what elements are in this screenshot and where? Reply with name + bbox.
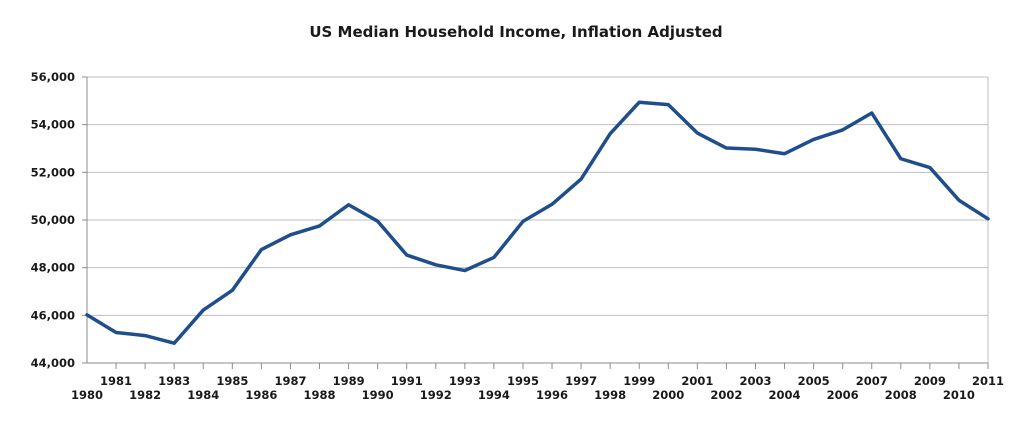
axes xyxy=(82,76,989,369)
x-tick-label: 1993 xyxy=(449,374,481,388)
x-tick-label: 2006 xyxy=(827,388,859,402)
x-tick-label: 1981 xyxy=(100,374,132,388)
x-tick-label: 1990 xyxy=(362,388,394,402)
y-tick-label: 52,000 xyxy=(31,165,75,179)
y-tick-label: 54,000 xyxy=(31,118,75,132)
x-tick-label: 1991 xyxy=(391,374,423,388)
x-tick-label: 1984 xyxy=(187,388,219,402)
y-tick-label: 44,000 xyxy=(31,356,75,370)
x-tick-label: 1988 xyxy=(304,388,336,402)
y-tick-label: 48,000 xyxy=(31,261,75,275)
x-tick-label: 2010 xyxy=(943,388,975,402)
x-tick-label: 1996 xyxy=(536,388,568,402)
x-tick-label: 1983 xyxy=(158,374,190,388)
x-tick-label: 1992 xyxy=(420,388,452,402)
x-tick-label: 2003 xyxy=(739,374,771,388)
y-tick-label: 46,000 xyxy=(31,308,75,322)
chart-title: US Median Household Income, Inflation Ad… xyxy=(309,23,722,41)
x-tick-label: 1982 xyxy=(129,388,161,402)
x-tick-label: 2009 xyxy=(914,374,946,388)
series-line xyxy=(85,100,990,345)
x-tick-label: 1994 xyxy=(478,388,510,402)
x-tick-label: 2002 xyxy=(710,388,742,402)
x-tick-label: 2008 xyxy=(885,388,917,402)
x-tick-label: 1999 xyxy=(623,374,655,388)
x-tick-label: 2005 xyxy=(798,374,830,388)
x-tick-label: 2001 xyxy=(681,374,713,388)
y-axis-tick-labels: 44,000 46,000 48,000 50,000 52,000 54,000 56,0… xyxy=(31,70,75,370)
x-tick-label: 1987 xyxy=(274,374,306,388)
x-tick-label: 1985 xyxy=(216,374,248,388)
x-tick-label: 2000 xyxy=(652,388,684,402)
series-lines xyxy=(85,100,990,345)
y-tick-label: 50,000 xyxy=(31,213,75,227)
y-tick-label: 56,000 xyxy=(31,70,75,84)
x-tick-label: 1998 xyxy=(594,388,626,402)
x-tick-label: 2007 xyxy=(856,374,888,388)
x-tick-label: 2004 xyxy=(769,388,801,402)
x-tick-label: 2011 xyxy=(972,374,1004,388)
x-tick-label: 1989 xyxy=(333,374,365,388)
x-axis-tick-labels: 1980198119821983198419851986198719881989… xyxy=(71,374,1004,402)
x-tick-label: 1997 xyxy=(565,374,597,388)
x-tick-label: 1995 xyxy=(507,374,539,388)
x-tick-label: 1980 xyxy=(71,388,103,402)
x-tick-label: 1986 xyxy=(245,388,277,402)
gridlines xyxy=(87,76,989,363)
